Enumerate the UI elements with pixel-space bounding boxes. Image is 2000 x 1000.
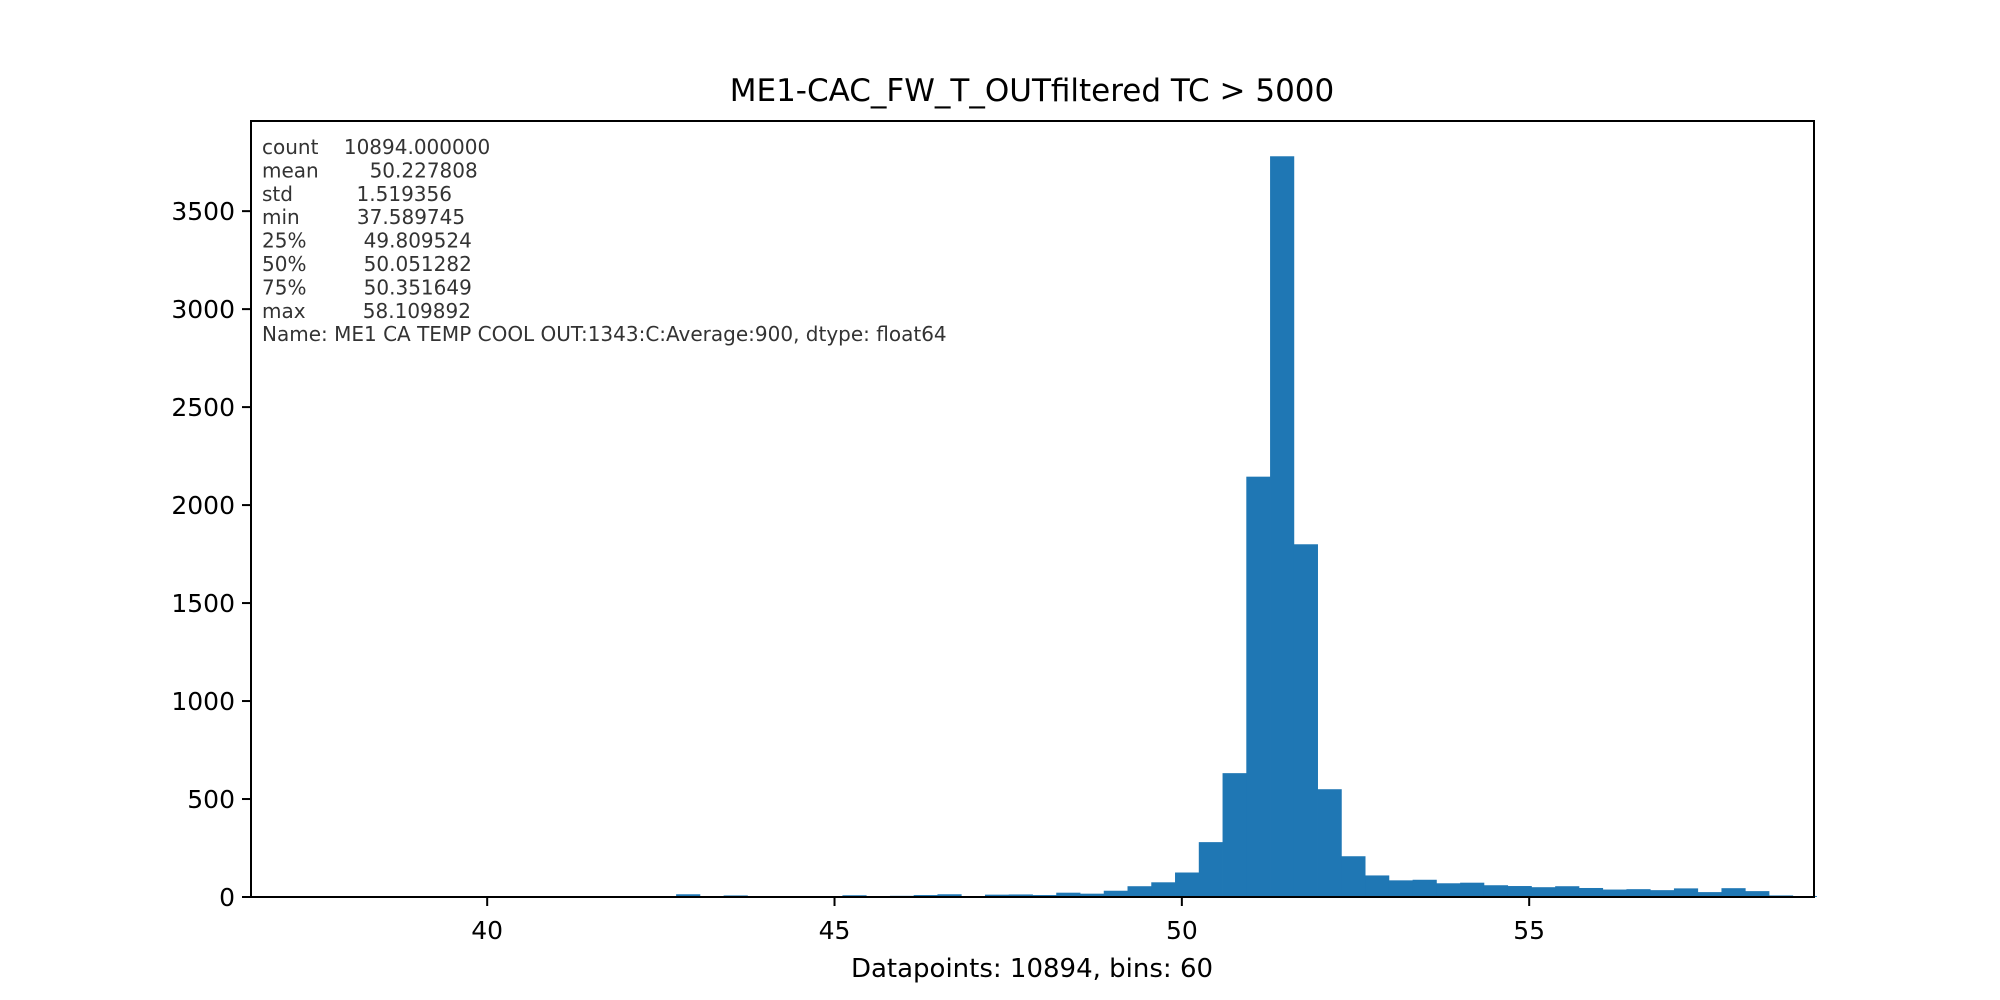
x-axis-label: Datapoints: 10894, bins: 60 — [851, 954, 1213, 984]
y-tick-label: 2500 — [171, 393, 235, 422]
histogram-bar — [1056, 892, 1081, 897]
y-tick-label: 1000 — [171, 687, 235, 716]
plot-frame — [250, 120, 1815, 898]
stats-line: Name: ME1 CA TEMP COOL OUT:1343:C:Averag… — [262, 322, 947, 346]
chart-title: ME1-CAC_FW_T_OUTfiltered TC > 5000 — [730, 73, 1335, 109]
stats-line: 25% 49.809524 — [262, 229, 472, 253]
histogram-bar — [1483, 885, 1509, 897]
histogram-bar — [1080, 893, 1105, 897]
histogram-bar — [1270, 156, 1295, 897]
y-axis: 0 500 1000 1500 2000 2500 3000 3500 — [171, 197, 251, 912]
summary-stats: count 10894.000000 mean 50.227808 std 1.51… — [262, 135, 947, 346]
stats-line: count 10894.000000 — [262, 135, 490, 159]
y-tick-label: 3500 — [171, 197, 235, 226]
histogram-bar — [1721, 888, 1746, 897]
stats-line: std 1.519356 — [262, 182, 452, 206]
stats-line: mean 50.227808 — [262, 158, 478, 182]
histogram-bar — [1175, 872, 1200, 897]
histogram-bar — [1626, 889, 1651, 897]
histogram-bar — [1507, 886, 1532, 897]
y-tick-label: 500 — [187, 785, 235, 814]
histogram-bar — [1365, 875, 1390, 897]
histogram-bar — [1151, 882, 1176, 897]
stats-line: 50% 50.051282 — [262, 252, 472, 276]
histogram-bar — [1388, 880, 1414, 897]
histogram-bar — [676, 894, 701, 897]
histogram-bar — [1697, 892, 1722, 897]
histogram-bar — [1555, 886, 1580, 897]
histogram-bar — [1650, 890, 1675, 897]
histogram-bar — [1578, 887, 1604, 897]
y-tick-label: 1500 — [171, 589, 235, 618]
histogram-bar — [1222, 773, 1247, 897]
histogram-bar — [1293, 544, 1318, 897]
y-tick-label: 0 — [219, 883, 235, 912]
y-tick-label: 3000 — [171, 295, 235, 324]
histogram-bar — [1246, 476, 1271, 897]
histogram-bar — [1341, 856, 1366, 897]
stats-line: max 58.109892 — [262, 299, 471, 323]
histogram-bar — [1745, 891, 1770, 897]
histogram-bar — [1436, 883, 1461, 897]
x-tick-label: 45 — [819, 916, 851, 945]
histogram-bar — [984, 894, 1010, 897]
histogram-bar — [1127, 886, 1152, 897]
y-tick-label: 2000 — [171, 491, 235, 520]
x-tick-label: 55 — [1513, 916, 1545, 945]
histogram-bar — [1198, 842, 1223, 897]
histogram-bar — [1008, 894, 1033, 897]
histogram-bar — [1531, 887, 1556, 897]
histogram-bar — [937, 894, 962, 897]
x-tick-label: 50 — [1166, 916, 1198, 945]
stats-line: min 37.589745 — [262, 205, 465, 229]
stats-line: 75% 50.351649 — [262, 275, 472, 299]
histogram-bar — [1412, 879, 1437, 897]
x-axis: 40 45 50 55 — [471, 897, 1545, 945]
histogram-bar — [1673, 888, 1699, 897]
histogram-bar — [1103, 890, 1128, 897]
histogram-bar — [1602, 889, 1627, 897]
histogram-bar — [1460, 882, 1485, 897]
histogram-bars — [319, 156, 1817, 897]
histogram-bar — [1317, 789, 1342, 897]
x-tick-label: 40 — [471, 916, 503, 945]
